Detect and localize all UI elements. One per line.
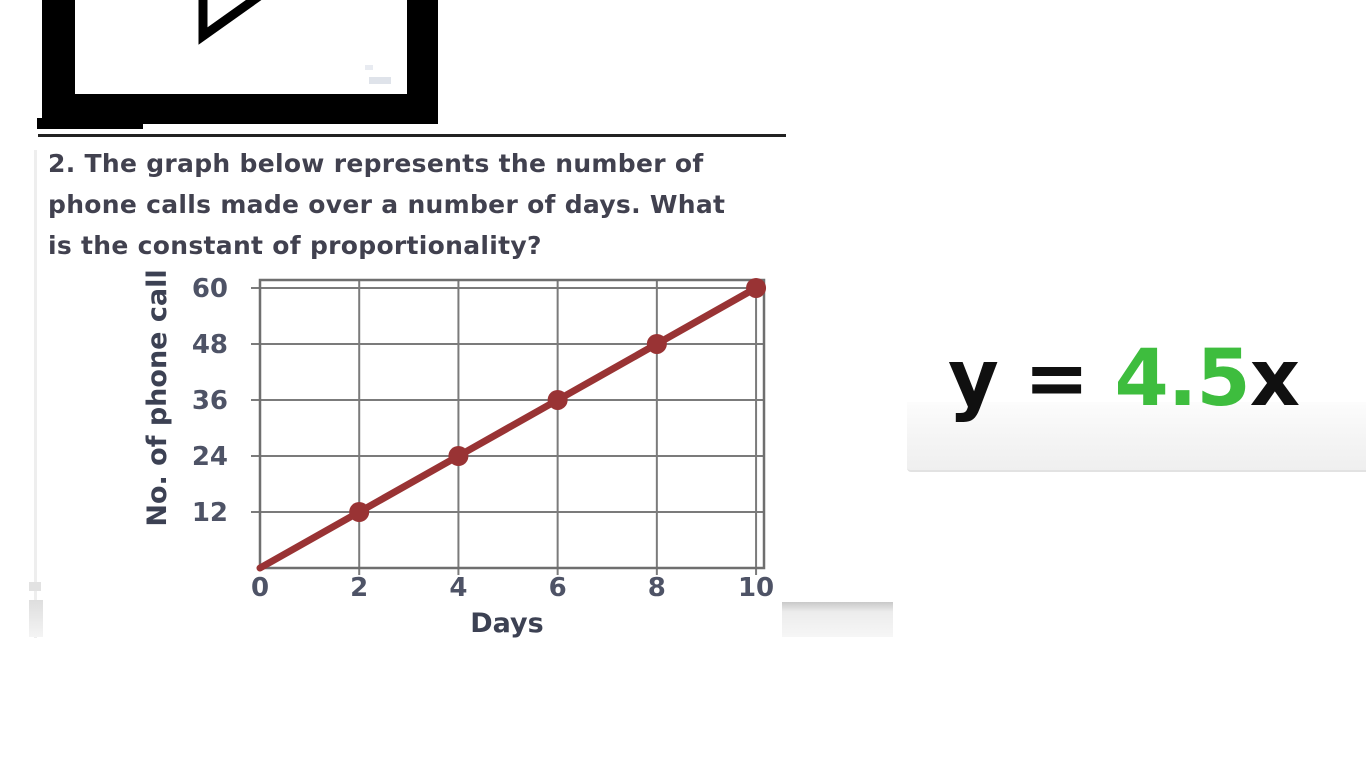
y-axis-tick-label: 48 bbox=[192, 330, 228, 360]
y-axis-tick-label: 60 bbox=[192, 274, 228, 304]
question-line: phone calls made over a number of days. … bbox=[48, 190, 726, 219]
photo-frame-inner bbox=[75, 0, 407, 94]
arrow-shape-icon bbox=[198, 0, 262, 45]
x-axis-tick-label: 2 bbox=[350, 573, 368, 603]
x-axis-tick-label: 0 bbox=[251, 573, 269, 603]
scrollbar-fragment-left bbox=[29, 600, 43, 637]
answer-equation: y = 4.5x bbox=[948, 340, 1300, 418]
divider bbox=[38, 134, 786, 137]
data-line bbox=[256, 284, 760, 572]
answer-suffix: x bbox=[1249, 334, 1300, 424]
data-point bbox=[349, 501, 370, 522]
answer-highlight-bar bbox=[907, 402, 1366, 472]
data-point bbox=[646, 333, 667, 354]
photo-speck bbox=[369, 77, 391, 84]
answer-prefix: y = bbox=[948, 334, 1115, 424]
x-axis-tick-label: 10 bbox=[738, 573, 774, 603]
y-axis-tick-label: 12 bbox=[192, 498, 228, 528]
x-axis-tick-label: 8 bbox=[648, 573, 666, 603]
data-point bbox=[448, 445, 469, 466]
data-point bbox=[746, 277, 767, 298]
page-edge-line bbox=[34, 150, 37, 638]
question-line: 2. The graph below represents the number… bbox=[48, 149, 704, 178]
photo-speck bbox=[365, 65, 373, 70]
x-axis-tick-label: 4 bbox=[449, 573, 467, 603]
scrollbar-fragment-bottom bbox=[782, 602, 893, 637]
y-axis-tick-label: 24 bbox=[192, 442, 228, 472]
photo-frame-edge bbox=[37, 118, 143, 129]
question-line: is the constant of proportionality? bbox=[48, 231, 542, 260]
scrollbar-fragment-left-nub bbox=[29, 582, 41, 591]
y-axis-label: No. of phone call bbox=[142, 269, 173, 526]
photo-frame bbox=[42, 0, 438, 124]
plot-border bbox=[258, 278, 766, 570]
answer-coefficient: 4.5 bbox=[1114, 334, 1251, 424]
data-point bbox=[547, 389, 568, 410]
y-axis-tick-label: 36 bbox=[192, 386, 228, 416]
x-axis-tick-label: 6 bbox=[549, 573, 567, 603]
x-axis-label: Days bbox=[470, 608, 543, 639]
question-text: 2. The graph below represents the number… bbox=[48, 143, 808, 266]
